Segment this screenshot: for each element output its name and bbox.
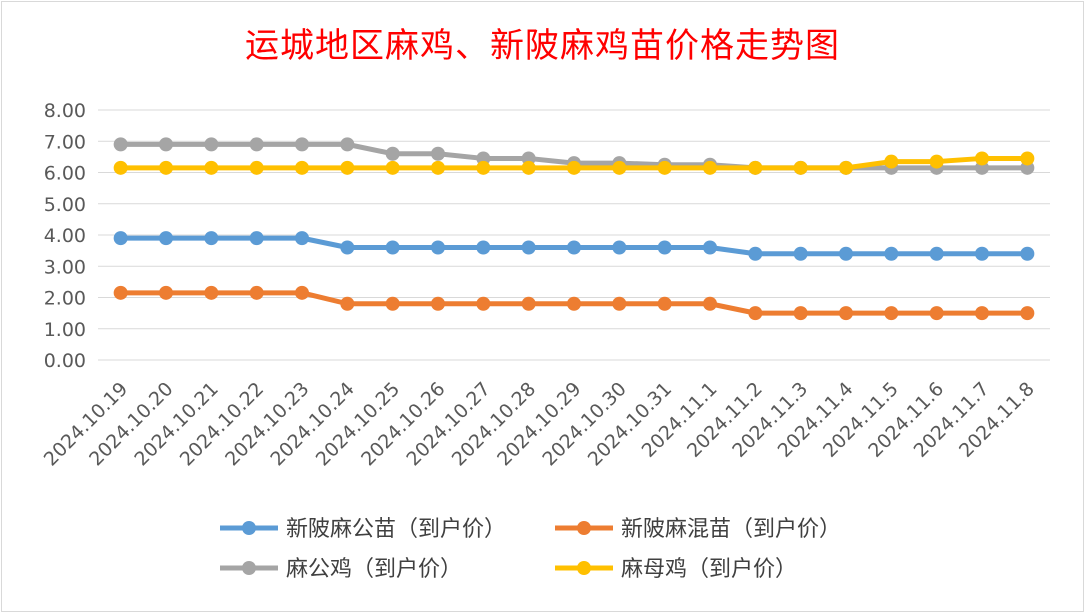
data-point: [295, 231, 309, 246]
data-point: [431, 240, 445, 255]
data-point: [975, 151, 989, 166]
data-point: [567, 240, 581, 255]
data-point: [113, 285, 128, 300]
data-point: [204, 285, 219, 300]
data-point: [1020, 306, 1035, 321]
data-point: [929, 246, 944, 261]
data-point: [385, 240, 400, 255]
y-tick-label: 6.00: [44, 163, 86, 185]
data-point: [521, 160, 536, 175]
data-point: [884, 246, 899, 261]
data-point: [113, 137, 128, 152]
y-tick-label: 8.00: [44, 100, 86, 122]
y-tick-label: 2.00: [44, 288, 86, 310]
data-point: [839, 246, 853, 261]
data-point: [839, 160, 853, 175]
data-point: [431, 296, 445, 311]
data-point: [975, 306, 989, 321]
legend-swatch-marker: [242, 521, 256, 535]
legend-label: 新陂麻公苗（到户价）: [286, 517, 506, 542]
data-point: [612, 160, 627, 175]
data-point: [657, 296, 672, 311]
data-point: [340, 160, 355, 175]
data-point: [249, 160, 264, 175]
data-point: [793, 306, 808, 321]
data-point: [385, 160, 400, 175]
data-point: [295, 160, 309, 175]
data-point: [793, 160, 808, 175]
data-point: [295, 285, 309, 300]
data-point: [249, 285, 264, 300]
data-point: [884, 154, 899, 169]
legend-label: 新陂麻混苗（到户价）: [621, 517, 841, 542]
data-point: [929, 154, 944, 169]
data-point: [612, 240, 627, 255]
data-point: [249, 231, 264, 246]
data-point: [204, 160, 219, 175]
y-tick-label: 7.00: [44, 131, 86, 153]
data-point: [385, 146, 400, 161]
chart-title: 运城地区麻鸡、新陂麻鸡苗价格走势图: [245, 26, 840, 66]
y-tick-label: 3.00: [44, 256, 86, 278]
data-point: [476, 296, 491, 311]
data-point: [249, 137, 264, 152]
data-point: [521, 240, 536, 255]
data-point: [431, 146, 445, 161]
data-point: [793, 246, 808, 261]
data-point: [703, 296, 717, 311]
legend-label: 麻公鸡（到户价）: [286, 557, 462, 582]
data-point: [975, 246, 989, 261]
data-point: [703, 160, 717, 175]
data-point: [385, 296, 400, 311]
data-point: [748, 160, 763, 175]
y-tick-label: 1.00: [44, 319, 86, 341]
data-point: [431, 160, 445, 175]
data-point: [929, 306, 944, 321]
data-point: [340, 137, 355, 152]
legend-label: 麻母鸡（到户价）: [621, 557, 797, 582]
data-point: [839, 306, 853, 321]
data-point: [657, 240, 672, 255]
legend-swatch-marker: [577, 561, 591, 575]
data-point: [340, 240, 355, 255]
data-point: [657, 160, 672, 175]
data-point: [295, 137, 309, 152]
data-point: [204, 137, 219, 152]
data-point: [703, 240, 717, 255]
data-point: [113, 160, 128, 175]
data-point: [748, 246, 763, 261]
data-point: [1020, 151, 1035, 166]
data-point: [567, 160, 581, 175]
data-point: [748, 306, 763, 321]
data-point: [204, 231, 219, 246]
data-point: [159, 231, 173, 246]
data-point: [567, 296, 581, 311]
data-point: [113, 231, 128, 246]
legend-swatch-marker: [577, 521, 591, 535]
data-point: [159, 285, 173, 300]
data-point: [1020, 246, 1035, 261]
data-point: [476, 160, 491, 175]
data-point: [476, 240, 491, 255]
data-point: [340, 296, 355, 311]
data-point: [159, 160, 173, 175]
data-point: [612, 296, 627, 311]
y-tick-label: 4.00: [44, 225, 86, 247]
data-point: [159, 137, 173, 152]
data-point: [521, 296, 536, 311]
y-tick-label: 5.00: [44, 194, 86, 216]
y-tick-label: 0.00: [44, 350, 86, 372]
legend-swatch-marker: [242, 561, 256, 575]
data-point: [884, 306, 899, 321]
